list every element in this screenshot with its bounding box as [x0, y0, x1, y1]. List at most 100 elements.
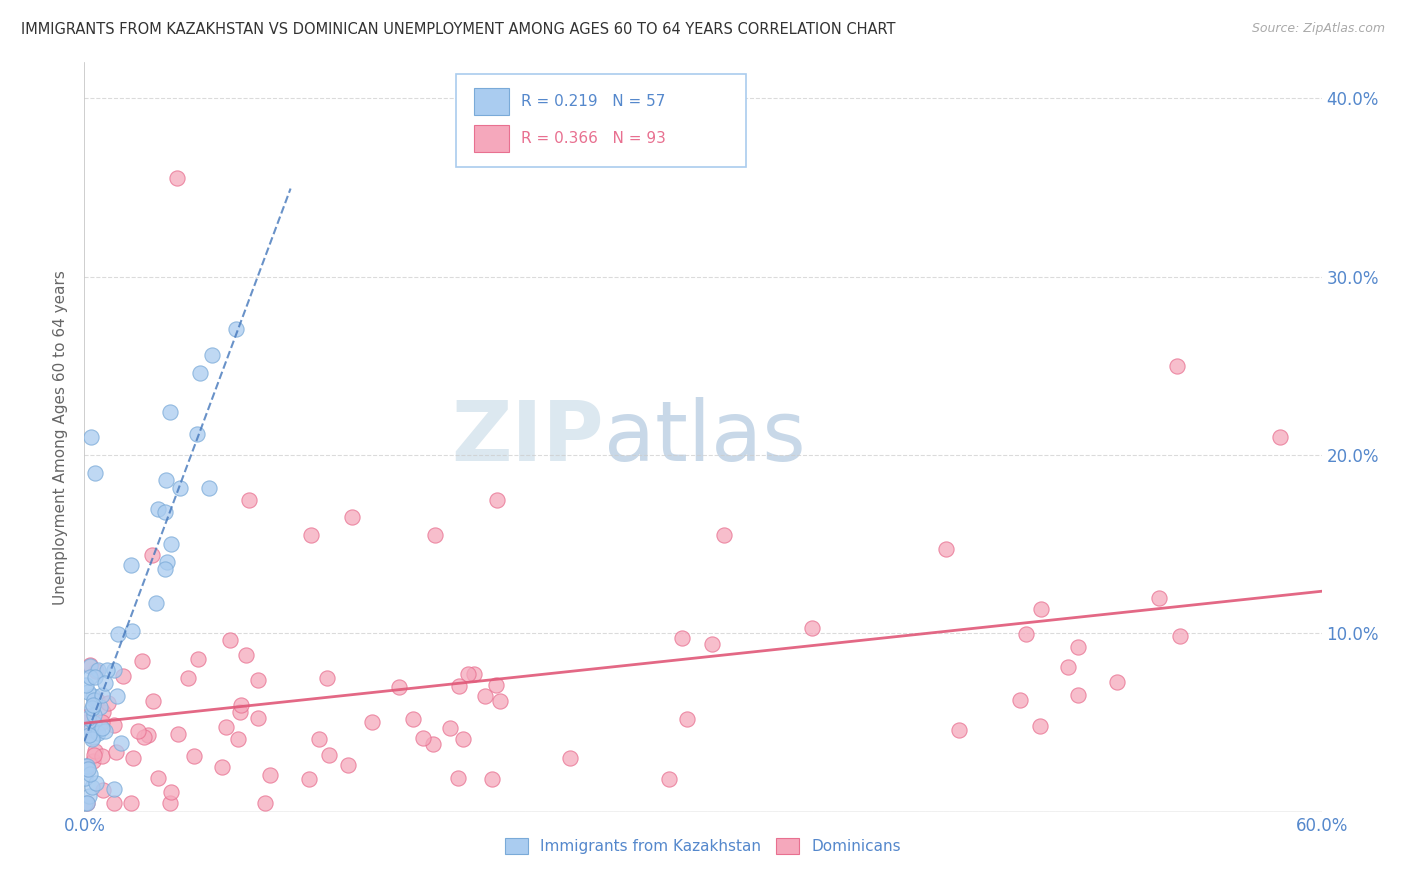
Point	[360, 714, 382, 729]
Point	[485, 678, 508, 692]
Point	[79, 767, 101, 781]
Point	[153, 506, 176, 520]
Point	[177, 671, 200, 685]
Bar	[474, 88, 509, 115]
Point	[1029, 719, 1052, 733]
Point	[148, 501, 170, 516]
Point	[83, 670, 105, 684]
Point	[84, 665, 107, 679]
Point	[1067, 640, 1090, 655]
Point	[299, 528, 322, 542]
Point	[87, 726, 110, 740]
Point	[451, 731, 474, 746]
Point	[238, 492, 260, 507]
Point	[76, 711, 98, 725]
Text: R = 0.219   N = 57: R = 0.219 N = 57	[522, 94, 665, 109]
Point	[77, 762, 100, 776]
Point	[132, 731, 155, 745]
Point	[82, 723, 104, 738]
Point	[121, 624, 143, 638]
Point	[422, 737, 444, 751]
Point	[676, 712, 699, 726]
Point	[90, 688, 112, 702]
Text: IMMIGRANTS FROM KAZAKHSTAN VS DOMINICAN UNEMPLOYMENT AMONG AGES 60 TO 64 YEARS C: IMMIGRANTS FROM KAZAKHSTAN VS DOMINICAN …	[21, 22, 896, 37]
Point	[1270, 430, 1292, 444]
Point	[166, 171, 188, 186]
Point	[671, 631, 693, 645]
Point	[186, 427, 208, 442]
Point	[412, 731, 434, 745]
Point	[83, 693, 105, 707]
Point	[80, 722, 103, 736]
Point	[83, 466, 105, 480]
Point	[75, 762, 97, 776]
Point	[75, 771, 97, 785]
Point	[387, 680, 409, 694]
Point	[336, 757, 359, 772]
Point	[75, 759, 97, 773]
Point	[558, 751, 581, 765]
Point	[488, 694, 510, 708]
FancyBboxPatch shape	[456, 74, 747, 168]
Point	[77, 789, 100, 803]
Point	[82, 730, 104, 744]
Point	[80, 780, 103, 795]
Point	[1170, 629, 1192, 643]
Point	[82, 698, 104, 712]
Point	[107, 689, 129, 703]
Point	[1015, 627, 1038, 641]
Point	[308, 731, 330, 746]
Point	[97, 696, 120, 710]
Point	[439, 721, 461, 735]
Text: atlas: atlas	[605, 397, 806, 477]
Point	[259, 768, 281, 782]
Point	[485, 492, 508, 507]
Point	[167, 727, 190, 741]
Point	[76, 709, 98, 723]
Point	[169, 481, 191, 495]
Point	[127, 724, 149, 739]
Point	[159, 796, 181, 810]
Point	[187, 652, 209, 666]
Point	[93, 724, 115, 739]
Point	[153, 562, 176, 576]
Point	[76, 759, 98, 773]
Point	[402, 713, 425, 727]
Point	[103, 663, 125, 677]
Point	[155, 555, 177, 569]
Point	[107, 627, 129, 641]
Point	[89, 699, 111, 714]
Point	[142, 694, 165, 708]
Point	[141, 549, 163, 563]
Point	[75, 677, 97, 691]
Point	[91, 782, 114, 797]
Point	[120, 796, 142, 810]
Point	[84, 776, 107, 790]
Point	[160, 785, 183, 799]
Point	[215, 720, 238, 734]
Point	[449, 679, 471, 693]
Point	[79, 657, 101, 672]
Point	[423, 528, 446, 542]
Point	[447, 771, 470, 785]
Point	[160, 537, 183, 551]
Point	[159, 405, 181, 419]
Point	[253, 796, 276, 810]
Point	[201, 348, 224, 362]
Point	[76, 714, 98, 729]
Point	[700, 637, 723, 651]
Point	[91, 748, 114, 763]
Text: ZIP: ZIP	[451, 397, 605, 477]
Point	[83, 744, 105, 758]
Point	[316, 671, 339, 685]
Text: Source: ZipAtlas.com: Source: ZipAtlas.com	[1251, 22, 1385, 36]
Text: R = 0.366   N = 93: R = 0.366 N = 93	[522, 131, 666, 146]
Point	[83, 715, 105, 730]
Point	[121, 751, 143, 765]
Point	[82, 700, 104, 714]
Point	[481, 772, 503, 787]
Bar	[474, 126, 509, 153]
Point	[1029, 601, 1052, 615]
Point	[82, 754, 104, 768]
Point	[198, 481, 221, 495]
